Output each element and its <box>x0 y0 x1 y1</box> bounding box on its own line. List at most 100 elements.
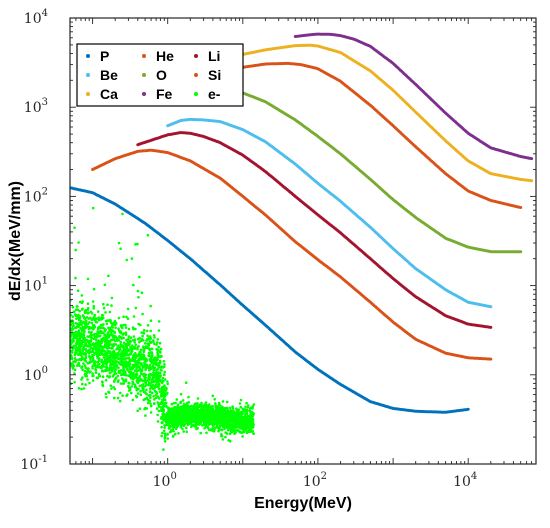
electron-point <box>206 416 209 419</box>
electron-point <box>150 355 154 359</box>
electron-point <box>212 408 215 412</box>
electron-point <box>73 353 77 357</box>
electron-point <box>74 248 77 252</box>
electron-point <box>75 364 79 367</box>
electron-point <box>83 322 87 326</box>
electron-point <box>163 373 166 376</box>
electron-point <box>170 424 173 428</box>
electron-point <box>108 342 111 346</box>
electron-point <box>144 414 147 417</box>
data-point <box>519 206 523 209</box>
electron-point <box>149 319 153 323</box>
electron-point <box>75 342 79 346</box>
electron-point <box>239 398 243 402</box>
electron-point <box>152 371 155 375</box>
electron-point <box>196 397 200 400</box>
electron-point <box>78 364 81 368</box>
electron-point <box>80 387 83 391</box>
electron-point <box>97 351 100 355</box>
electron-point <box>107 351 110 355</box>
electron-point <box>98 374 101 378</box>
electron-point <box>145 329 149 333</box>
electron-point <box>174 432 177 436</box>
electron-point <box>91 379 95 382</box>
electron-point <box>174 415 177 419</box>
electron-point <box>99 318 103 321</box>
electron-point <box>98 353 102 357</box>
electron-point <box>148 358 152 361</box>
electron-point <box>130 257 134 260</box>
electron-point <box>105 366 109 369</box>
electron-point <box>159 374 162 378</box>
electron-point <box>139 323 142 327</box>
electron-point <box>91 356 95 360</box>
electron-point <box>91 364 95 367</box>
electron-point <box>90 330 93 334</box>
electron-point <box>95 348 99 351</box>
electron-point <box>181 418 184 421</box>
electron-point <box>109 384 113 388</box>
electron-point <box>183 404 187 407</box>
electron-point <box>152 368 156 372</box>
electron-point <box>130 350 133 354</box>
electron-point <box>127 361 131 364</box>
electron-point <box>74 276 77 280</box>
electron-point <box>102 316 105 320</box>
electron-point <box>121 382 124 385</box>
electron-point <box>251 419 255 423</box>
electron-point <box>213 426 217 430</box>
electron-point <box>168 414 171 418</box>
electron-point <box>115 352 119 356</box>
electron-point <box>219 406 222 410</box>
electron-point <box>226 409 230 412</box>
electron-point <box>86 339 89 343</box>
electron-point <box>199 431 202 435</box>
electron-point <box>163 440 167 443</box>
electron-point <box>191 414 195 417</box>
electron-point <box>205 431 208 435</box>
electron-point <box>153 402 156 406</box>
electron-point <box>151 375 155 379</box>
electron-point <box>183 407 187 411</box>
electron-point <box>131 398 135 402</box>
electron-point <box>203 419 206 423</box>
electron-point <box>155 390 158 394</box>
electron-point <box>70 351 74 354</box>
electron-point <box>224 435 227 439</box>
electron-point <box>86 322 90 326</box>
electron-point <box>121 361 125 365</box>
electron-point <box>164 401 168 405</box>
electron-point <box>211 404 214 408</box>
electron-point <box>197 412 200 415</box>
electron-point <box>146 324 150 327</box>
electron-point <box>143 342 147 345</box>
electron-point <box>186 417 190 421</box>
electron-point <box>85 349 88 353</box>
electron-point <box>94 369 98 372</box>
electron-point <box>107 274 110 278</box>
electron-point <box>155 407 159 410</box>
electron-point <box>114 335 117 338</box>
electron-point <box>113 321 116 324</box>
electron-point <box>92 304 96 308</box>
electron-point <box>167 410 170 414</box>
electron-point <box>84 353 87 357</box>
electron-point <box>145 359 148 363</box>
electron-point <box>248 409 251 413</box>
electron-point <box>162 408 165 411</box>
electron-point <box>156 420 160 423</box>
electron-point <box>140 384 143 387</box>
electron-point <box>194 406 197 410</box>
electron-point <box>181 422 185 425</box>
electron-point <box>106 374 109 378</box>
electron-point <box>91 358 95 362</box>
electron-point <box>119 247 122 250</box>
electron-point <box>116 396 120 400</box>
electron-point <box>166 380 169 383</box>
electron-point <box>251 429 254 433</box>
data-point <box>489 357 493 361</box>
electron-point <box>163 436 167 439</box>
electron-point <box>175 411 179 415</box>
electron-point <box>96 330 99 334</box>
electron-point <box>121 377 124 380</box>
